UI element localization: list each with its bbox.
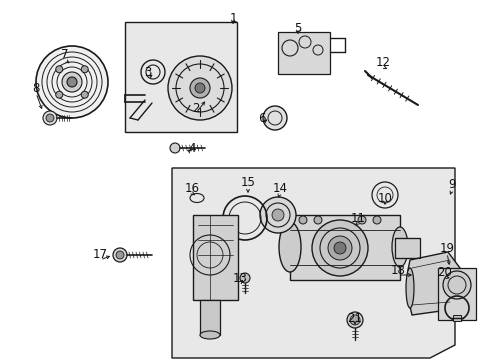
Text: 5: 5 [294,22,302,35]
Text: 20: 20 [438,266,452,279]
Circle shape [328,236,352,260]
Circle shape [299,216,307,224]
Bar [193,215,238,300]
Text: 18: 18 [391,264,405,276]
Circle shape [312,220,368,276]
Text: 6: 6 [258,112,266,125]
Circle shape [443,271,471,299]
Circle shape [272,209,284,221]
Bar [395,238,420,258]
Text: 11: 11 [350,211,366,225]
Circle shape [347,312,363,328]
Circle shape [240,273,250,283]
Circle shape [43,111,57,125]
Text: 21: 21 [347,311,363,324]
Text: 19: 19 [440,242,455,255]
Circle shape [373,216,381,224]
Text: 4: 4 [188,141,196,154]
Bar [453,315,461,321]
Text: 9: 9 [448,179,456,192]
Circle shape [190,78,210,98]
Circle shape [170,143,180,153]
Text: 8: 8 [32,81,40,94]
Text: 15: 15 [241,176,255,189]
Circle shape [56,91,63,98]
Ellipse shape [406,268,414,308]
Text: 13: 13 [233,271,247,284]
Circle shape [67,77,77,87]
Polygon shape [408,252,460,315]
Text: 10: 10 [378,192,392,204]
Circle shape [81,66,88,73]
Ellipse shape [392,227,408,267]
Bar [200,300,220,335]
Circle shape [168,56,232,120]
Circle shape [62,72,82,92]
Circle shape [113,248,127,262]
Circle shape [116,251,124,259]
Text: 14: 14 [272,181,288,194]
Circle shape [314,216,322,224]
Circle shape [263,106,287,130]
Text: 1: 1 [229,12,237,24]
Circle shape [260,197,296,233]
Bar [125,22,237,132]
Circle shape [56,66,63,73]
Circle shape [141,60,165,84]
Circle shape [195,83,205,93]
Bar [290,215,400,280]
Circle shape [334,242,346,254]
Circle shape [358,216,366,224]
Bar [438,268,476,320]
Text: 2: 2 [192,102,200,114]
Circle shape [81,91,88,98]
Text: 16: 16 [185,181,199,194]
Circle shape [350,315,360,325]
Text: 3: 3 [145,67,152,80]
Ellipse shape [200,331,220,339]
Text: 12: 12 [375,55,391,68]
Text: 7: 7 [61,49,69,62]
Circle shape [46,114,54,122]
Circle shape [36,46,108,118]
Ellipse shape [279,222,301,272]
Text: 17: 17 [93,248,107,261]
Bar [278,32,330,74]
Polygon shape [172,168,455,358]
